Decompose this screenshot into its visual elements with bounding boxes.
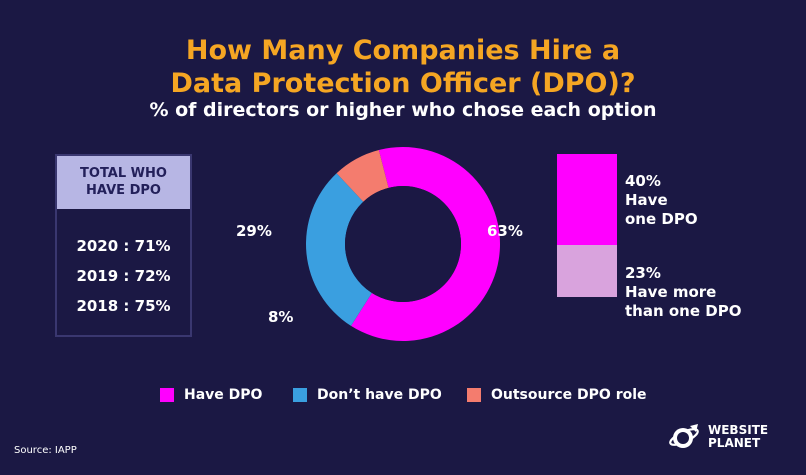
bar-label-one-dpo-line-2: one DPO: [625, 210, 698, 228]
totals-row-2020: 2020 : 71%: [76, 237, 171, 255]
donut-hole: [345, 186, 461, 302]
donut-label-dont-have-dpo: 29%: [236, 222, 272, 240]
legend-swatch-dont-have-dpo: [293, 388, 307, 402]
legend-item-dont-have-dpo: Don’t have DPO: [293, 387, 442, 403]
bar-segment-one-dpo: [557, 154, 617, 245]
chart-title: How Many Companies Hire a Data Protectio…: [0, 34, 806, 100]
totals-panel: TOTAL WHO HAVE DPO 2020 : 71% 2019 : 72%…: [55, 154, 192, 337]
bar-label-more-dpo-pct: 23%: [625, 264, 661, 282]
donut-slice-outsource: [336, 150, 389, 202]
donut-slice-have-dpo: [351, 147, 500, 341]
legend-item-outsource: Outsource DPO role: [467, 387, 647, 403]
website-planet-logo: WEBSITE PLANET: [668, 422, 768, 452]
totals-row-2019: 2019 : 72%: [76, 267, 171, 285]
logo-line-2: PLANET: [708, 436, 761, 450]
totals-list: 2020 : 71% 2019 : 72% 2018 : 75%: [57, 209, 190, 321]
legend-item-have-dpo: Have DPO: [160, 387, 262, 403]
legend-swatch-outsource: [467, 388, 481, 402]
source-note: Source: IAPP: [14, 445, 77, 456]
bar-label-more-dpo-line-2: than one DPO: [625, 302, 742, 320]
bar-label-one-dpo-pct: 40%: [625, 172, 661, 190]
legend-label-outsource: Outsource DPO role: [491, 387, 647, 403]
totals-header-line-2: HAVE DPO: [86, 183, 161, 198]
donut-label-outsource: 8%: [268, 308, 294, 326]
bar-label-more-dpo: 23% Have more than one DPO: [625, 264, 741, 321]
chart-subtitle: % of directors or higher who chose each …: [149, 99, 657, 121]
logo-text: WEBSITE PLANET: [708, 424, 768, 450]
bar-label-more-dpo-line-1: Have more: [625, 283, 717, 301]
totals-row-2018: 2018 : 75%: [76, 297, 171, 315]
legend-label-dont-have-dpo: Don’t have DPO: [317, 387, 442, 403]
bar-segment-more-dpo: [557, 245, 617, 297]
bar-label-one-dpo-line-1: Have: [625, 191, 668, 209]
title-line-2: Data Protection Officer (DPO)?: [170, 68, 636, 99]
donut-label-have-dpo: 63%: [487, 222, 523, 240]
legend-swatch-have-dpo: [160, 388, 174, 402]
bar-label-one-dpo: 40% Have one DPO: [625, 172, 698, 229]
totals-header-line-1: TOTAL WHO: [80, 166, 167, 181]
donut-slice-dont-have-dpo: [306, 173, 372, 326]
legend: Have DPO Don’t have DPO Outsource DPO ro…: [0, 387, 806, 407]
legend-label-have-dpo: Have DPO: [184, 387, 263, 403]
planet-rocket-icon: [669, 424, 699, 448]
logo-line-1: WEBSITE: [708, 423, 769, 437]
title-line-1: How Many Companies Hire a: [185, 35, 621, 66]
totals-header: TOTAL WHO HAVE DPO: [57, 156, 190, 209]
